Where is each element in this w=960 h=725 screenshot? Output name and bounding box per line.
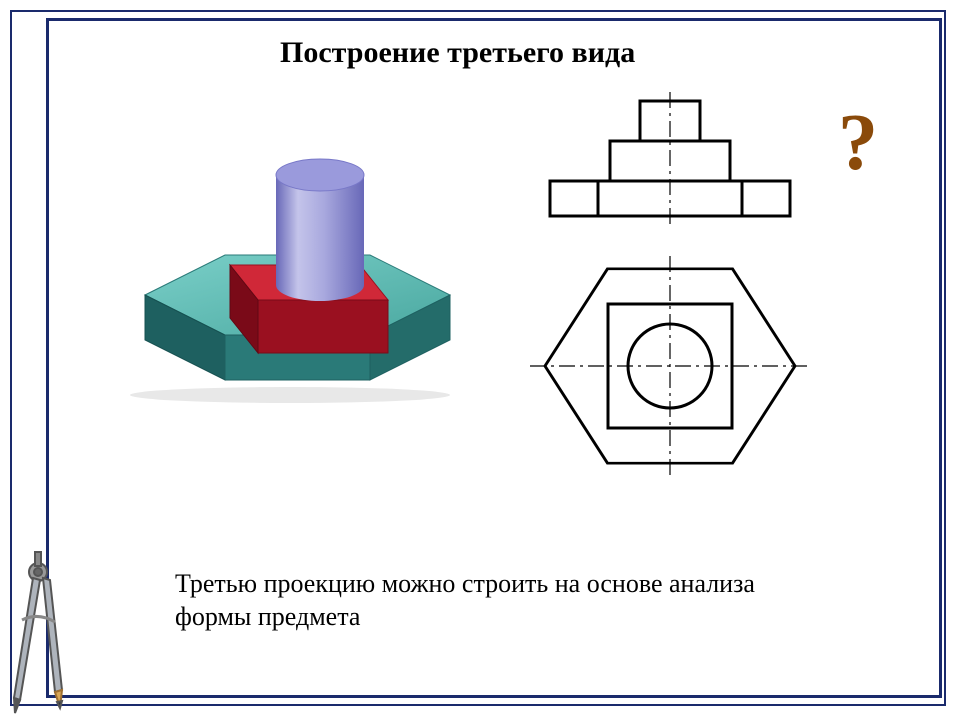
compass-icon	[0, 550, 75, 720]
body-text: Третью проекцию можно строить на основе …	[175, 568, 825, 633]
question-mark: ?	[838, 98, 878, 189]
slide-title: Построение третьего вида	[280, 36, 635, 70]
isometric-figure	[90, 100, 470, 410]
orthographic-views	[500, 86, 840, 486]
